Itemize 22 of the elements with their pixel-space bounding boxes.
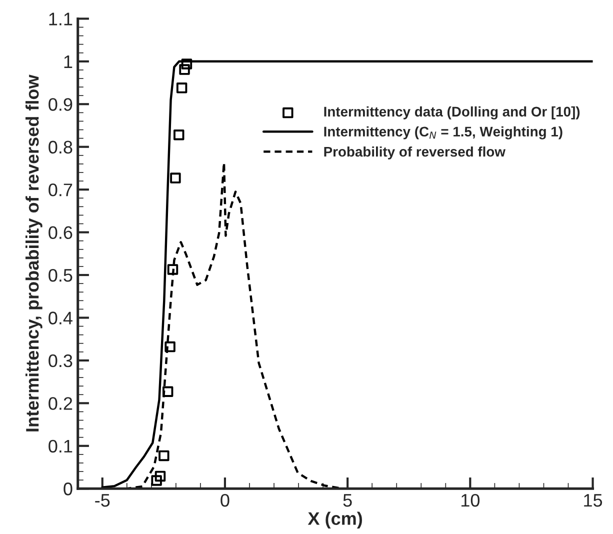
y-tick-label: 0.2 <box>48 397 72 410</box>
legend-label: Intermittency data (Dolling and Or [10]) <box>324 106 580 120</box>
y-axis-title: Intermittency, probability of reversed flow <box>26 74 42 432</box>
x-tick-label: 0 <box>220 494 230 507</box>
x-tick-label: 10 <box>462 494 480 507</box>
legend-label: Intermittency (C$_{N}$ = 1.5, Weighting 1) <box>324 126 562 140</box>
y-tick-label: 0.8 <box>48 140 72 154</box>
y-tick-label: 0.4 <box>48 312 72 324</box>
y-tick-label: 0.9 <box>48 98 72 111</box>
y-tick-label: 0.3 <box>48 354 72 368</box>
y-tick-label: 1.1 <box>49 12 72 26</box>
legend-label: Probability of reversed flow <box>324 146 506 160</box>
y-tick-label: 0.7 <box>48 184 72 196</box>
y-tick-label: 0 <box>64 482 72 496</box>
y-tick-label: 1 <box>64 56 72 68</box>
x-tick-label: -5 <box>95 494 110 507</box>
y-tick-label: 0.5 <box>48 268 72 282</box>
x-tick-label: 15 <box>584 494 602 507</box>
x-axis-title: X (cm) <box>308 512 362 529</box>
x-tick-label: 5 <box>343 494 352 507</box>
y-tick-label: 0.6 <box>48 226 72 240</box>
y-tick-label: 0.1 <box>48 440 72 453</box>
